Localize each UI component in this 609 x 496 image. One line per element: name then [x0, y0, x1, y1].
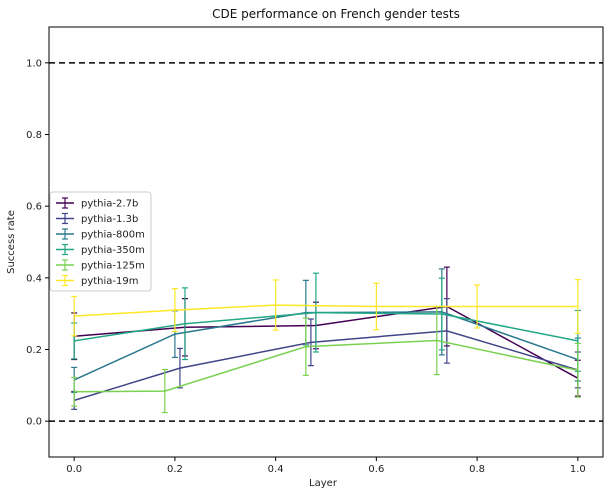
legend-label: pythia-19m [81, 276, 139, 287]
error-bar [181, 287, 188, 361]
x-tick-label: 1.0 [570, 464, 586, 475]
error-bar [71, 295, 78, 337]
series-pythia-1.3b [71, 298, 581, 410]
y-tick-label: 1.0 [26, 58, 42, 69]
error-bar [574, 279, 581, 334]
x-tick-label: 0.0 [66, 464, 82, 475]
error-bar [438, 277, 445, 351]
x-axis-label: Layer [309, 478, 338, 489]
legend-box [49, 191, 152, 292]
error-bar [443, 298, 450, 364]
error-bar [176, 347, 183, 389]
plot-area [49, 62, 603, 422]
error-bar [574, 342, 581, 398]
error-bar [161, 368, 168, 414]
series-pythia-19m [71, 279, 581, 337]
series-pythia-125m [71, 305, 581, 414]
legend-label: pythia-800m [81, 230, 145, 241]
error-bar [307, 318, 314, 367]
y-tick-label: 0.0 [26, 417, 42, 428]
error-bar [302, 317, 309, 376]
x-tick-label: 0.4 [268, 464, 284, 475]
x-tick-label: 0.8 [469, 464, 485, 475]
plot-frame [48, 26, 604, 458]
error-bar [71, 376, 78, 407]
legend-label: pythia-125m [81, 261, 145, 272]
legend-item: pythia-2.7b [56, 197, 138, 210]
legend-item: pythia-800m [56, 228, 145, 241]
error-bar [474, 284, 481, 329]
error-bar [373, 282, 380, 331]
x-tick-label: 0.6 [368, 464, 384, 475]
legend-item: pythia-1.3b [56, 212, 138, 225]
y-tick-label: 0.6 [26, 202, 42, 213]
y-axis-label: Success rate [6, 210, 17, 274]
legend-label: pythia-1.3b [81, 214, 138, 225]
y-tick-label: 0.2 [26, 345, 42, 356]
y-tick-label: 0.4 [26, 273, 42, 284]
x-axis: 0.0 0.2 0.4 0.6 0.8 1.0 [66, 457, 586, 475]
series-line-pythia-1.3b [73, 330, 579, 402]
legend-label: pythia-350m [81, 245, 145, 256]
legend-item: pythia-19m [56, 274, 139, 287]
error-bar [312, 272, 319, 353]
legend-item: pythia-125m [56, 259, 145, 272]
legend-item: pythia-350m [56, 243, 145, 256]
series-line-pythia-125m [74, 339, 578, 393]
y-axis: 0.0 0.2 0.4 0.6 0.8 1.0 [26, 58, 49, 428]
error-bar [272, 279, 279, 331]
chart-title: CDE performance on French gender tests [212, 7, 460, 21]
series-line-pythia-2.7b [74, 305, 579, 379]
series-line-pythia-19m [74, 304, 578, 317]
error-bar [171, 287, 178, 333]
y-tick-label: 0.8 [26, 130, 42, 141]
legend: pythia-2.7b pythia-1.3b pythia-800m pythia-… [49, 191, 152, 292]
legend-label: pythia-2.7b [81, 199, 138, 210]
x-tick-label: 0.2 [167, 464, 183, 475]
